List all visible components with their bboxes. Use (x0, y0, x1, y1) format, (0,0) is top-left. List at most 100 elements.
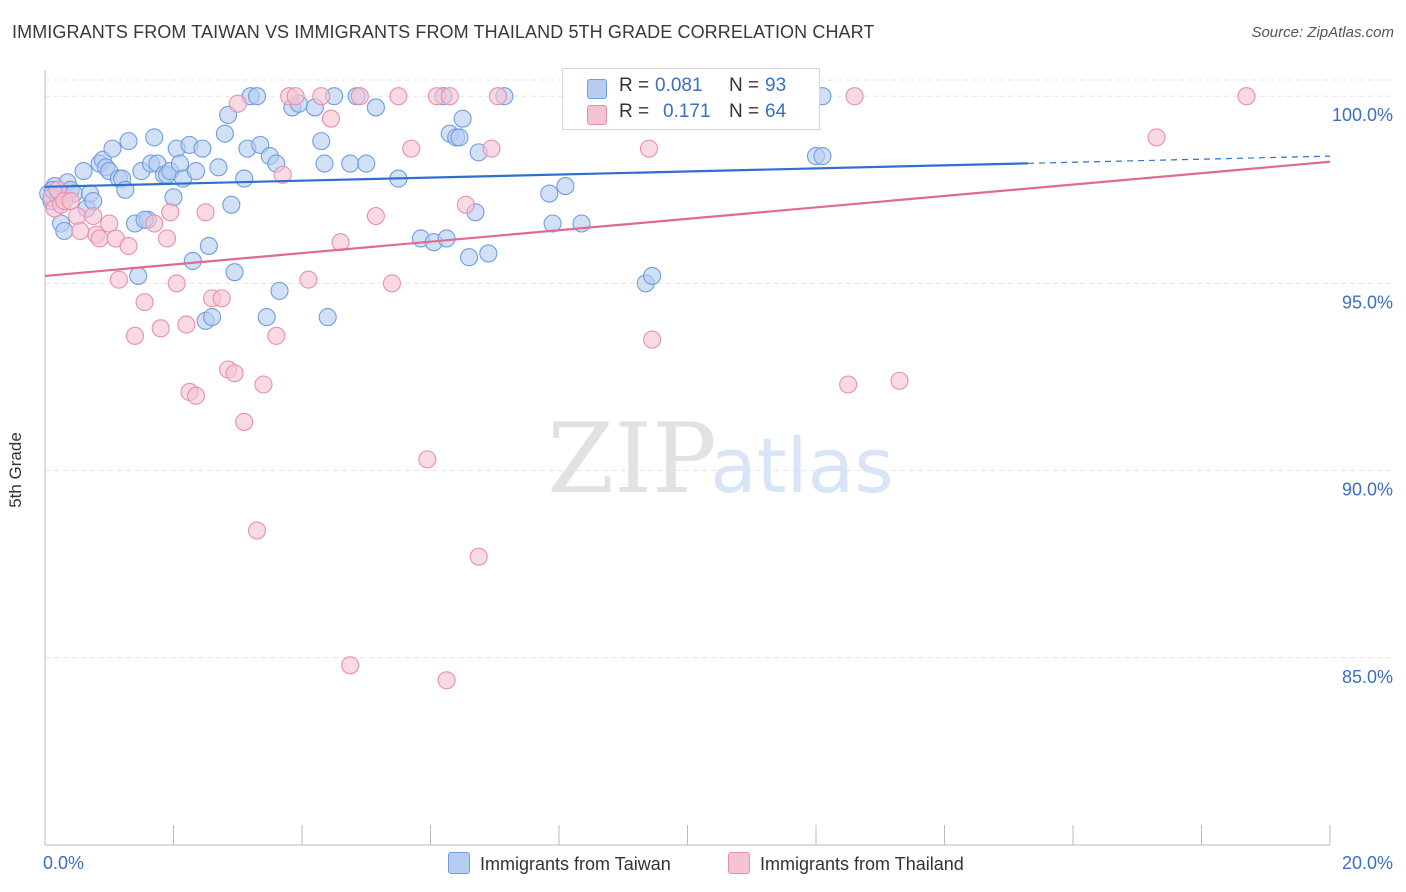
thailand-point (456, 195, 475, 214)
x-tick-label: 20.0% (1342, 853, 1393, 873)
thailand-point (196, 203, 215, 222)
thailand-point (135, 293, 154, 312)
legend-r-value-thailand: 0.171 (663, 101, 711, 122)
x-tick-label: 0.0% (43, 853, 84, 873)
thailand-point (845, 87, 864, 106)
legend-n-value-taiwan: 93 (765, 75, 787, 96)
taiwan-point (164, 188, 183, 207)
taiwan-point (270, 281, 289, 300)
thailand-point (212, 289, 231, 308)
thailand-point (100, 214, 119, 233)
thailand-point (177, 315, 196, 334)
thailand-point (267, 326, 286, 345)
thailand-point (273, 165, 292, 184)
bottom-legend-thailand: Immigrants from Thailand (728, 852, 964, 875)
bottom-legend-label-thailand: Immigrants from Thailand (760, 854, 964, 874)
thailand-point (482, 139, 501, 158)
taiwan-point (318, 308, 337, 327)
taiwan-point (235, 169, 254, 188)
thailand-point (321, 109, 340, 128)
thailand-point (382, 274, 402, 293)
bottom-legend-taiwan: Immigrants from Taiwan (448, 852, 671, 875)
taiwan-point (103, 139, 122, 158)
legend-r-value-taiwan: 0.081 (655, 75, 703, 96)
thailand-point (119, 236, 138, 256)
taiwan-point (129, 266, 148, 285)
y-tick-label: 90.0% (1342, 480, 1393, 500)
thailand-point (1237, 87, 1256, 106)
taiwan-point (315, 154, 334, 173)
y-tick-label: 85.0% (1342, 667, 1393, 687)
thailand-point (890, 371, 909, 390)
taiwan-point (145, 128, 164, 147)
taiwan-point (183, 251, 202, 270)
taiwan-trend-extension (1028, 155, 1331, 164)
bottom-legend-swatch-thailand (728, 852, 750, 874)
taiwan-point (459, 248, 479, 267)
thailand-point (61, 191, 80, 211)
taiwan-point (366, 98, 385, 117)
taiwan-point (170, 154, 189, 173)
thailand-point (643, 330, 662, 349)
taiwan-point (312, 132, 331, 151)
source-credit: Source: ZipAtlas.com (1251, 24, 1394, 41)
legend-n-value-thailand: 64 (765, 101, 787, 122)
watermark-atlas: atlas (710, 421, 894, 510)
taiwan-point (55, 221, 74, 241)
thailand-point (366, 206, 385, 226)
thailand-point (440, 87, 459, 106)
taiwan-point (643, 266, 662, 285)
thailand-point (639, 139, 659, 158)
thailand-point (418, 450, 437, 469)
thailand-point (235, 412, 254, 431)
thailand-point (1147, 128, 1166, 147)
bottom-legend-swatch-taiwan (448, 852, 470, 874)
thailand-point (90, 229, 109, 248)
taiwan-point (357, 154, 376, 173)
thailand-point (254, 375, 273, 394)
taiwan-point (193, 139, 212, 158)
taiwan-point (186, 162, 206, 181)
taiwan-point (450, 128, 469, 147)
taiwan-point (453, 109, 472, 128)
thailand-point (228, 94, 247, 113)
thailand-point (186, 386, 206, 405)
taiwan-point (199, 236, 218, 256)
taiwan-point (225, 263, 244, 282)
taiwan-point (556, 177, 575, 196)
taiwan-point (341, 154, 360, 173)
thailand-point (125, 326, 144, 345)
taiwan-point (813, 147, 832, 166)
thailand-trend-line (44, 160, 1331, 278)
thailand-point (299, 270, 318, 289)
y-tick-label: 100.0% (1332, 105, 1393, 125)
thailand-point (488, 87, 508, 106)
thailand-point (84, 206, 103, 226)
taiwan-point (437, 229, 456, 248)
legend-swatch-taiwan (587, 79, 607, 99)
thailand-point (247, 521, 267, 540)
taiwan-point (247, 87, 267, 106)
y-tick-label: 95.0% (1342, 292, 1393, 312)
thailand-point (286, 87, 305, 106)
chart-title: IMMIGRANTS FROM TAIWAN VS IMMIGRANTS FRO… (12, 22, 875, 42)
taiwan-point (203, 308, 222, 327)
correlation-legend: R = 0.081 N = 93 R = 0.171 N = 64 (562, 68, 820, 130)
thailand-point (469, 547, 488, 566)
legend-n-label: N = (729, 75, 760, 96)
taiwan-point (209, 158, 228, 177)
taiwan-point (540, 184, 559, 203)
bottom-legend-label-taiwan: Immigrants from Taiwan (480, 854, 671, 874)
thailand-point (158, 229, 177, 248)
thailand-point (161, 203, 180, 222)
thailand-point (341, 656, 360, 675)
thailand-point (437, 671, 456, 690)
thailand-point (402, 139, 421, 158)
taiwan-trend-line (44, 162, 1029, 188)
legend-r-label: R = (619, 75, 650, 96)
taiwan-point (215, 124, 234, 143)
legend-r-label: R = (619, 101, 650, 122)
taiwan-point (479, 244, 498, 263)
thailand-point (167, 274, 186, 293)
